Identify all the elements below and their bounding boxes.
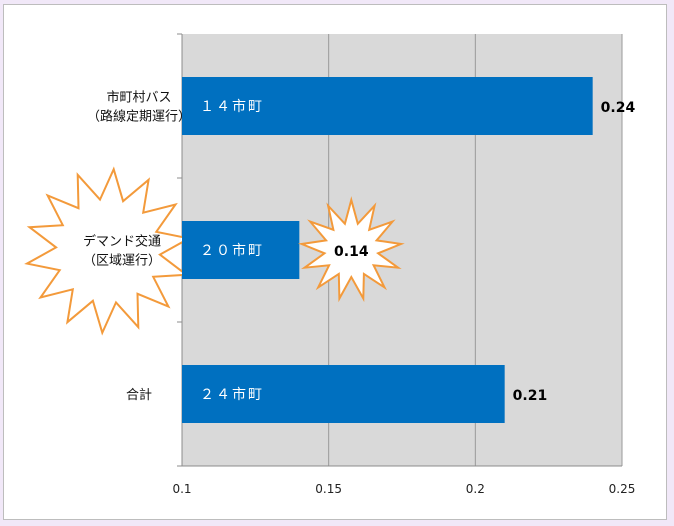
- x-tick-label: 0.1: [172, 482, 191, 496]
- category-label: 市町村バス: [106, 90, 171, 106]
- bar: [182, 365, 505, 423]
- category-label: 合計: [126, 387, 152, 403]
- bar: [182, 221, 300, 279]
- bar-label: ２０市町: [200, 242, 264, 259]
- bars: [182, 77, 593, 423]
- bar-label: １４市町: [200, 98, 264, 115]
- category-label: （路線定期運行）: [87, 109, 191, 125]
- x-tick-label: 0.2: [466, 482, 485, 496]
- data-label: 0.14: [334, 244, 369, 260]
- category-starburst: [24, 166, 192, 336]
- x-tick-label: 0.25: [609, 482, 636, 496]
- labels: 0.1 0.15 0.2 0.25 １４市町 市町村バス （路線定期運行） 0.24 ２０市町 デ…: [83, 90, 635, 497]
- category-label: （区域運行）: [83, 254, 161, 269]
- bar: [182, 77, 593, 135]
- category-label: デマンド交通: [83, 234, 161, 250]
- data-label: 0.21: [513, 388, 548, 404]
- data-label: 0.24: [601, 100, 636, 116]
- bar-label: ２４市町: [200, 386, 264, 403]
- x-tick-label: 0.15: [315, 482, 342, 496]
- value-starburst: [297, 196, 405, 303]
- starburst-highlights: [24, 166, 192, 336]
